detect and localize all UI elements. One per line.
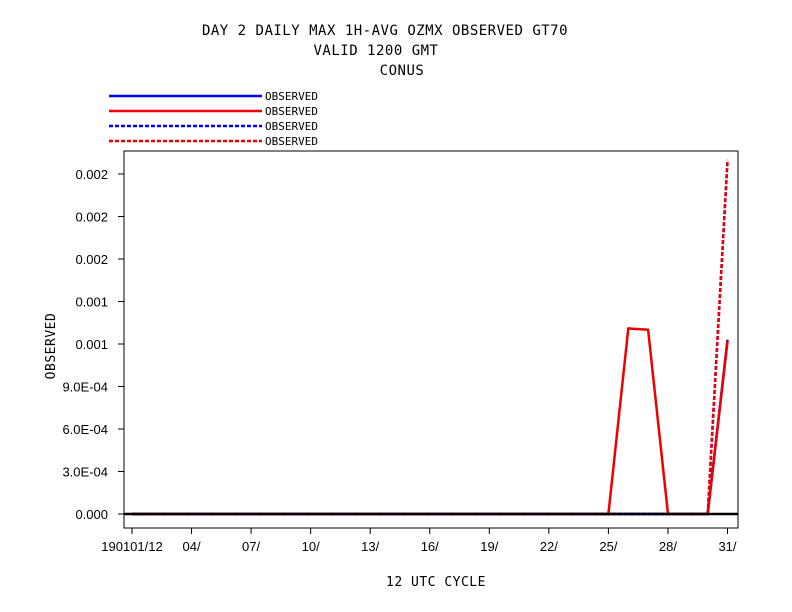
x-tick-label: 10/ [302,539,320,554]
y-axis-label: OBSERVED [44,313,59,380]
y-tick-label: 0.001 [75,337,108,352]
x-axis-label: 12 UTC CYCLE [386,575,486,590]
chart-title: DAY 2 DAILY MAX 1H-AVG OZMX OBSERVED GT7… [202,23,568,39]
y-tick-label: 9.0E-04 [62,380,108,395]
y-tick-label: 0.000 [75,507,108,522]
y-tick-label: 6.0E-04 [62,422,108,437]
chart-region: CONUS [380,63,425,79]
legend-label-4: OBSERVED [265,135,318,148]
x-tick-label: 31/ [718,539,736,554]
y-axis: 0.000 3.0E-04 6.0E-04 9.0E-04 0.001 0.001 0.00… [62,167,124,522]
x-tick-label: 19/ [480,539,498,554]
x-tick-label: 190101/12 [101,539,162,554]
chart-subtitle: VALID 1200 GMT [313,43,438,59]
series-layer [124,159,738,516]
series-line-3 [132,161,729,516]
legend: OBSERVED OBSERVED OBSERVED OBSERVED [109,90,318,148]
x-tick-label: 04/ [183,539,201,554]
series-line-1 [132,339,729,516]
y-tick-label: 0.002 [75,252,108,267]
x-axis: 190101/12 04/07/10/13/16/19/22/25/28/31/ [101,528,737,554]
series-line-2 [132,327,729,516]
x-tick-label: 16/ [421,539,439,554]
legend-label-3: OBSERVED [265,120,318,133]
series-line-4 [132,159,729,516]
x-tick-label: 22/ [540,539,558,554]
y-tick-label: 3.0E-04 [62,465,108,480]
y-tick-label: 0.002 [75,167,108,182]
y-tick-label: 0.001 [75,295,108,310]
x-tick-label: 07/ [242,539,260,554]
legend-label-1: OBSERVED [265,90,318,103]
x-tick-label: 28/ [659,539,677,554]
plot-frame [123,150,739,529]
x-tick-label: 25/ [599,539,617,554]
legend-label-2: OBSERVED [265,105,318,118]
x-tick-label: 13/ [361,539,379,554]
y-tick-label: 0.002 [75,210,108,225]
